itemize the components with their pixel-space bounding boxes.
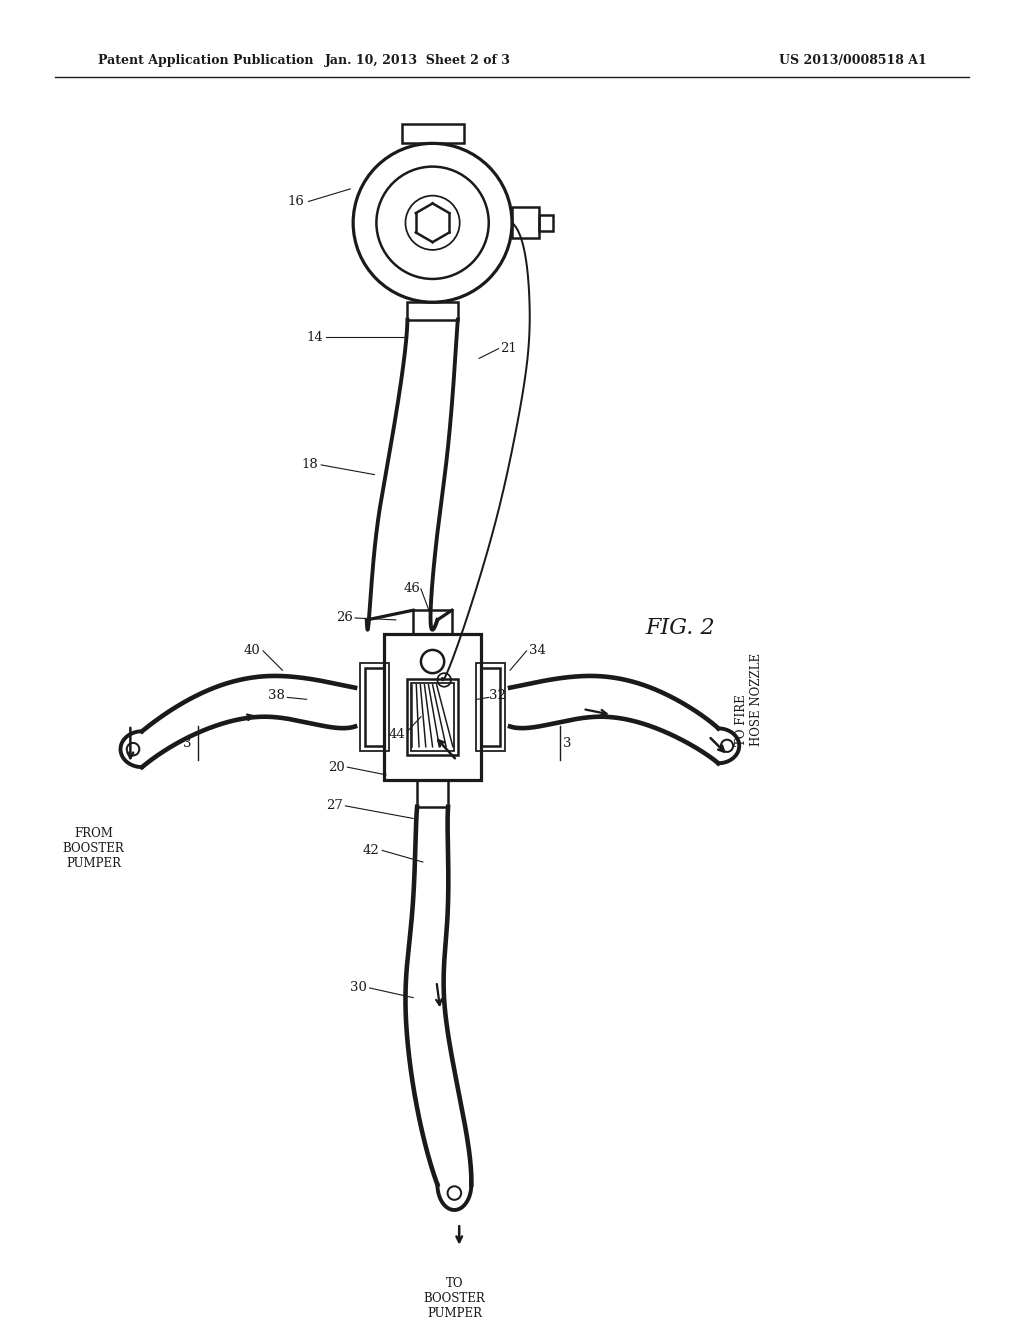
Text: 32: 32 [488, 689, 506, 702]
Text: 20: 20 [328, 760, 345, 774]
Text: 26: 26 [336, 611, 352, 624]
Text: 16: 16 [288, 195, 304, 209]
Text: 42: 42 [362, 843, 380, 857]
Bar [412, 682, 454, 751]
Text: 3: 3 [182, 738, 191, 750]
Bar [539, 215, 553, 231]
Bar [401, 124, 464, 144]
Text: FIG. 2: FIG. 2 [646, 616, 716, 639]
Text: 3: 3 [563, 738, 571, 750]
Text: TO
BOOSTER
PUMPER: TO BOOSTER PUMPER [424, 1276, 485, 1320]
Text: 14: 14 [306, 330, 324, 343]
Text: 27: 27 [326, 800, 343, 812]
Bar [414, 610, 452, 635]
Text: 38: 38 [268, 689, 285, 702]
Text: Patent Application Publication: Patent Application Publication [98, 54, 314, 66]
Bar [359, 664, 389, 751]
Text: US 2013/0008518 A1: US 2013/0008518 A1 [779, 54, 927, 66]
Text: 40: 40 [244, 644, 260, 657]
Text: 21: 21 [501, 342, 517, 355]
Text: 30: 30 [350, 982, 368, 994]
Text: 18: 18 [302, 458, 318, 471]
Text: FROM
BOOSTER
PUMPER: FROM BOOSTER PUMPER [62, 826, 125, 870]
Bar [476, 664, 505, 751]
Bar [365, 668, 384, 746]
Text: 46: 46 [403, 582, 421, 595]
Text: Jan. 10, 2013  Sheet 2 of 3: Jan. 10, 2013 Sheet 2 of 3 [325, 54, 511, 66]
Text: 44: 44 [389, 727, 406, 741]
Bar [408, 302, 458, 319]
Bar [512, 207, 539, 239]
Text: 34: 34 [529, 644, 547, 657]
Bar [417, 780, 449, 807]
Text: TO FIRE
HOSE NOZZLE: TO FIRE HOSE NOZZLE [735, 652, 763, 746]
Bar [481, 668, 501, 746]
Bar [408, 678, 458, 755]
Bar [384, 635, 481, 780]
